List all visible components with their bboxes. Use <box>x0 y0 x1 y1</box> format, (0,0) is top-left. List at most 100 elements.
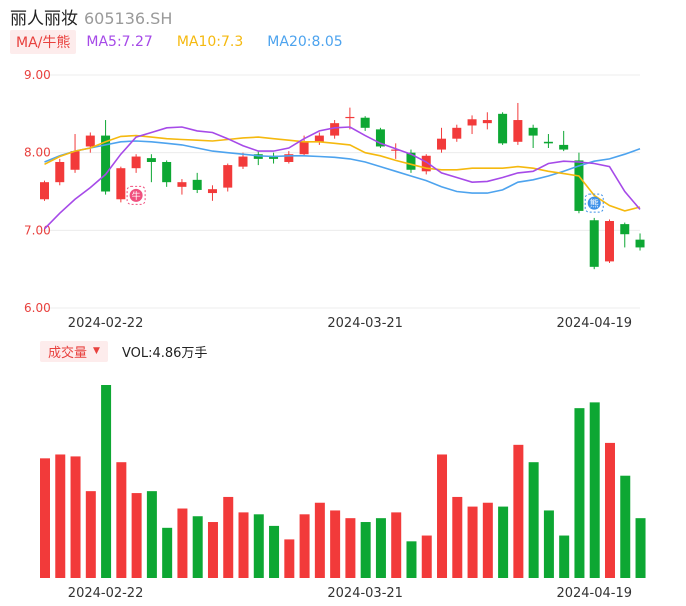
volume-bar <box>421 535 432 578</box>
ma5-line <box>43 126 641 230</box>
candle-body <box>162 161 172 183</box>
y-tick-label: 7.00 <box>24 223 51 237</box>
volume-bar <box>543 510 554 578</box>
volume-bar <box>452 496 463 578</box>
candle-body <box>375 129 385 147</box>
ma10-line <box>44 134 641 212</box>
volume-selector[interactable]: 成交量 ▼ <box>40 340 108 362</box>
volume-legend: 成交量 ▼ VOL:4.86万手 <box>40 340 208 362</box>
y-tick-label: 6.00 <box>24 301 51 315</box>
candle-body <box>528 127 538 136</box>
ma20-line <box>44 140 641 194</box>
volume-x-tick-label: 2024-03-21 <box>327 586 403 601</box>
volume-bar <box>360 522 371 578</box>
indicator-selector[interactable]: MA/牛熊 <box>10 30 77 54</box>
candle-body <box>559 144 569 150</box>
stock-name: 丽人丽妆 <box>10 9 78 29</box>
marker-label: 牛 <box>132 190 141 202</box>
volume-x-tick-label: 2024-02-22 <box>68 586 144 601</box>
y-tick-label: 8.00 <box>24 146 51 160</box>
volume-bar <box>574 408 585 578</box>
candle-body <box>70 151 80 170</box>
candle-body <box>467 119 477 126</box>
volume-bar <box>162 527 173 578</box>
ma20-label: MA20:8.05 <box>267 34 343 50</box>
candle-body <box>314 135 324 142</box>
ma10-label: MA10:7.3 <box>176 34 244 50</box>
volume-bar <box>40 458 50 578</box>
candle-body <box>482 120 492 124</box>
volume-bar <box>498 506 509 578</box>
volume-x-tick-label: 2024-04-19 <box>556 586 632 601</box>
candle-body <box>238 156 248 167</box>
candle-body <box>635 239 645 248</box>
volume-bar <box>635 518 646 578</box>
volume-value: VOL:4.86万手 <box>121 345 208 361</box>
candle-body <box>269 155 279 159</box>
candle-body <box>360 117 370 128</box>
candle-body <box>543 141 553 144</box>
candle-body <box>177 182 187 187</box>
candle-body <box>391 149 401 151</box>
volume-bar <box>223 496 234 578</box>
volume-bar <box>589 402 600 578</box>
candle-body <box>452 127 462 139</box>
candle-body <box>406 152 416 170</box>
candle-body <box>330 123 340 136</box>
candle-body <box>101 135 111 192</box>
volume-bar <box>146 491 157 578</box>
marker-frame <box>584 193 604 213</box>
volume-bar <box>131 493 142 578</box>
volume-bar <box>70 456 81 578</box>
volume-bar <box>482 502 493 578</box>
volume-bar <box>513 444 524 578</box>
volume-bar <box>116 462 127 578</box>
volume-bar <box>528 462 539 578</box>
candle-body <box>513 120 523 142</box>
candle-body <box>116 168 126 200</box>
volume-bar <box>330 510 341 578</box>
candle-body <box>498 113 508 144</box>
bear-marker-icon <box>587 196 601 210</box>
volume-bar <box>467 506 478 578</box>
candle-body <box>299 141 309 155</box>
volume-selector-label: 成交量 <box>48 345 88 361</box>
volume-bar <box>559 535 570 578</box>
candle-body <box>574 160 584 211</box>
x-tick-label: 2024-04-19 <box>556 316 632 331</box>
candle-body <box>620 224 630 235</box>
candle-body <box>223 165 233 188</box>
stock-title: 丽人丽妆 605136.SH <box>10 4 172 29</box>
volume-bar <box>85 491 96 578</box>
candle-body <box>85 135 95 147</box>
volume-bar <box>406 541 417 578</box>
x-tick-label: 2024-03-21 <box>327 316 403 331</box>
volume-bar <box>391 512 402 578</box>
candle-body <box>589 220 599 267</box>
volume-bar <box>345 518 356 578</box>
volume-bar <box>238 512 249 578</box>
volume-bar <box>314 502 325 578</box>
candle-body <box>345 116 355 119</box>
candle-body <box>604 221 614 262</box>
candle-body <box>40 182 49 200</box>
marker-label: 熊 <box>590 198 599 210</box>
volume-bar <box>207 522 218 578</box>
candle-body <box>284 154 294 162</box>
bull-marker-icon <box>129 188 143 202</box>
candle-body <box>437 138 447 150</box>
volume-bar <box>253 514 264 578</box>
marker-frame <box>126 185 146 205</box>
ma5-label: MA5:7.27 <box>86 34 153 50</box>
x-tick-label: 2024-02-22 <box>68 316 144 331</box>
volume-bar <box>269 525 280 578</box>
volume-bar <box>284 539 295 578</box>
volume-bar <box>604 442 615 578</box>
volume-bar <box>101 385 112 578</box>
volume-bar <box>620 475 631 578</box>
candle-body <box>207 189 217 194</box>
ma-legend: MA/牛熊 MA5:7.27 MA10:7.3 MA20:8.05 <box>10 30 357 54</box>
candle-body <box>192 179 202 190</box>
y-tick-label: 9.00 <box>24 68 51 82</box>
